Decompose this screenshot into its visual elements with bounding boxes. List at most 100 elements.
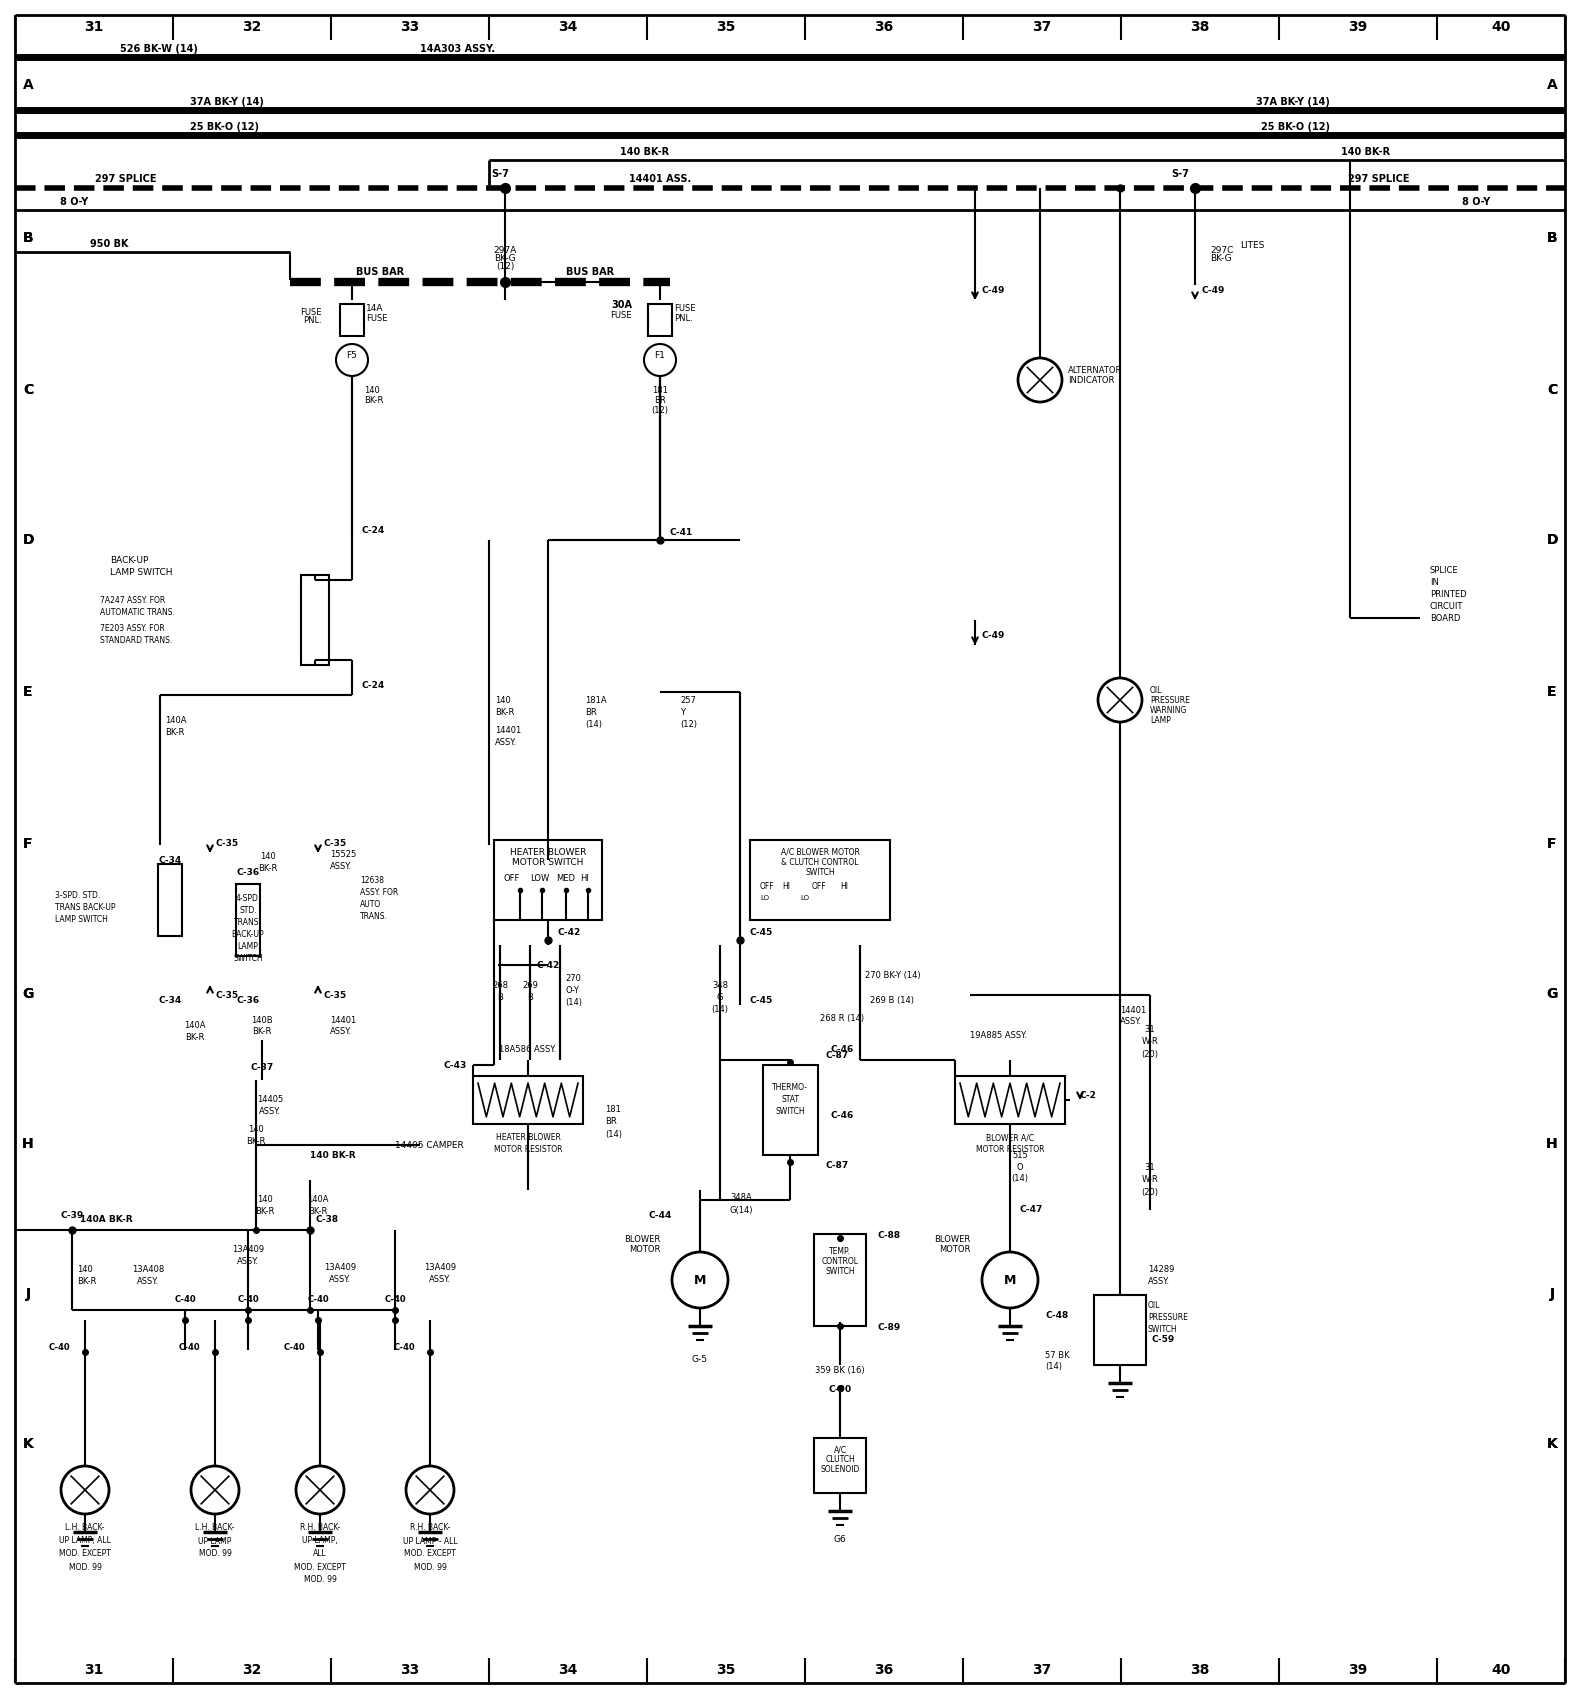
Text: HI: HI [782, 881, 790, 890]
Text: 31: 31 [1144, 1163, 1155, 1173]
Text: BK-R: BK-R [164, 727, 185, 737]
Text: 270 BK-Y (14): 270 BK-Y (14) [864, 971, 921, 980]
Text: UP LAMP - ALL: UP LAMP - ALL [403, 1537, 457, 1545]
Text: 269: 269 [521, 980, 537, 990]
Text: H: H [1547, 1138, 1558, 1151]
Text: J: J [1550, 1287, 1555, 1301]
Text: LAMP SWITCH: LAMP SWITCH [55, 915, 107, 924]
Text: 14405 CAMPER: 14405 CAMPER [395, 1141, 465, 1150]
Text: ASSY.: ASSY. [330, 1027, 352, 1036]
Text: 15525: 15525 [330, 849, 356, 859]
Text: BLOWER: BLOWER [934, 1236, 970, 1245]
Text: 140 BK-R: 140 BK-R [310, 1151, 356, 1160]
Text: 7A247 ASSY. FOR: 7A247 ASSY. FOR [100, 596, 166, 604]
Text: LO: LO [760, 895, 769, 902]
Text: C-49: C-49 [1201, 285, 1224, 294]
Text: F5: F5 [346, 350, 357, 360]
Text: MOTOR: MOTOR [939, 1246, 970, 1255]
Text: BLOWER: BLOWER [624, 1236, 660, 1245]
Text: LAMP SWITCH: LAMP SWITCH [111, 567, 172, 577]
Text: F: F [1547, 837, 1556, 851]
Text: 33: 33 [400, 1662, 420, 1678]
Text: A: A [1547, 78, 1558, 92]
Text: E: E [24, 684, 33, 700]
Text: 8 O-Y: 8 O-Y [1462, 197, 1490, 207]
Text: C-44: C-44 [648, 1211, 672, 1219]
Text: F1: F1 [654, 350, 665, 360]
Text: H: H [1547, 1138, 1558, 1151]
Text: B: B [1547, 231, 1558, 245]
Text: (14): (14) [566, 997, 581, 1007]
Text: A/C BLOWER MOTOR: A/C BLOWER MOTOR [781, 847, 860, 856]
Text: C-40: C-40 [307, 1296, 329, 1304]
Text: INDICATOR: INDICATOR [1068, 375, 1114, 384]
Text: C-40: C-40 [384, 1296, 406, 1304]
Text: 13A408: 13A408 [131, 1265, 164, 1275]
Text: 33: 33 [400, 20, 420, 34]
Text: SWITCH: SWITCH [234, 954, 262, 963]
Text: D: D [1547, 533, 1558, 547]
Text: 950 BK: 950 BK [90, 239, 128, 250]
Text: 37A BK-Y (14): 37A BK-Y (14) [190, 97, 264, 107]
Text: BK-R: BK-R [246, 1138, 265, 1146]
Text: 14405: 14405 [258, 1095, 283, 1104]
Text: 32: 32 [242, 1662, 262, 1678]
Text: SWITCH: SWITCH [806, 868, 834, 876]
Text: C-24: C-24 [362, 525, 386, 535]
Text: TRANS.: TRANS. [234, 917, 262, 927]
Text: F: F [24, 837, 33, 851]
Text: BOARD: BOARD [1430, 613, 1460, 623]
Text: C-45: C-45 [750, 927, 773, 937]
Text: (12): (12) [679, 720, 697, 728]
Text: C-40: C-40 [284, 1343, 305, 1353]
Text: 32: 32 [242, 20, 262, 34]
Text: C-39: C-39 [60, 1211, 84, 1221]
Text: PRESSURE: PRESSURE [1149, 1313, 1188, 1321]
Text: OIL: OIL [1149, 1301, 1160, 1309]
Text: 31: 31 [84, 1662, 104, 1678]
Text: 140 BK-R: 140 BK-R [619, 148, 668, 156]
Text: C-34: C-34 [158, 856, 182, 864]
Text: G(14): G(14) [730, 1206, 754, 1214]
Text: B: B [1547, 231, 1558, 245]
Text: C: C [22, 384, 33, 397]
Text: 40: 40 [1492, 1662, 1510, 1678]
Text: 7E203 ASSY. FOR: 7E203 ASSY. FOR [100, 623, 164, 632]
Text: C-41: C-41 [670, 528, 694, 537]
Text: SOLENOID: SOLENOID [820, 1465, 860, 1474]
Text: 3-SPD. STD.: 3-SPD. STD. [55, 890, 100, 900]
Text: 297C: 297C [1210, 246, 1234, 255]
Text: C-49: C-49 [981, 285, 1005, 294]
Text: 270: 270 [566, 973, 581, 983]
Text: 181: 181 [653, 385, 668, 394]
Bar [954, 1077, 1065, 1124]
Text: (12): (12) [496, 261, 514, 270]
Text: STANDARD TRANS.: STANDARD TRANS. [100, 635, 172, 645]
Text: 140: 140 [363, 385, 379, 394]
Text: ASSY.: ASSY. [330, 861, 352, 871]
Text: 8 O-Y: 8 O-Y [60, 197, 88, 207]
Text: 39: 39 [1348, 20, 1368, 34]
Text: PRINTED: PRINTED [1430, 589, 1466, 598]
Text: TRANS BACK-UP: TRANS BACK-UP [55, 903, 115, 912]
Text: C-40: C-40 [174, 1296, 196, 1304]
Text: BK-G: BK-G [495, 253, 515, 263]
Text: 35: 35 [716, 1662, 736, 1678]
Text: SWITCH: SWITCH [1149, 1324, 1177, 1333]
Text: C: C [1547, 384, 1558, 397]
Text: THERMO-: THERMO- [773, 1083, 807, 1092]
Text: MOTOR SWITCH: MOTOR SWITCH [512, 857, 583, 866]
Text: C-46: C-46 [831, 1110, 853, 1119]
Text: B: B [22, 231, 33, 245]
Text: 140B: 140B [251, 1015, 273, 1024]
Text: BR: BR [585, 708, 597, 717]
Text: 140A: 140A [164, 715, 186, 725]
Circle shape [645, 345, 676, 375]
Text: B: B [528, 993, 532, 1002]
Bar [302, 576, 329, 666]
Bar [814, 1438, 866, 1493]
Text: UP LAMP,: UP LAMP, [302, 1537, 338, 1545]
Text: MOD. 99: MOD. 99 [68, 1562, 101, 1572]
Text: C-49: C-49 [981, 630, 1005, 640]
Text: 14A303 ASSY.: 14A303 ASSY. [420, 44, 495, 54]
